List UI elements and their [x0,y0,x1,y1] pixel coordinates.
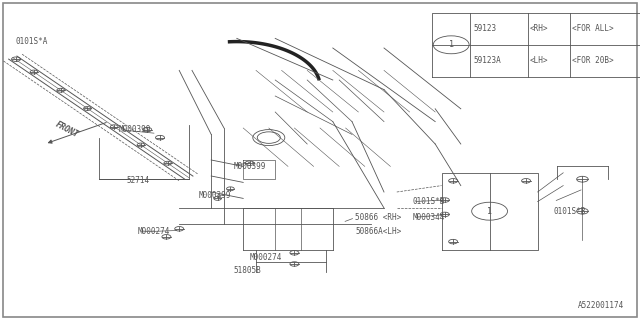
Text: 0101S*A: 0101S*A [16,37,49,46]
Text: <RH>: <RH> [530,24,548,33]
Text: M000399: M000399 [198,191,230,200]
Text: <FOR ALL>: <FOR ALL> [572,24,613,33]
Text: <LH>: <LH> [530,56,548,65]
Text: 50866 <RH>: 50866 <RH> [355,213,401,222]
Text: 1: 1 [487,207,492,216]
Text: 51805B: 51805B [234,266,261,275]
Text: <FOR 20B>: <FOR 20B> [572,56,613,65]
Text: M000274: M000274 [138,228,170,236]
Text: 0101S*B: 0101S*B [413,197,445,206]
Text: 50866A<LH>: 50866A<LH> [355,228,401,236]
Text: 1: 1 [449,40,454,49]
Text: M000399: M000399 [118,125,151,134]
Text: 52714: 52714 [126,176,149,185]
Text: M000274: M000274 [250,253,282,262]
Text: M000399: M000399 [234,162,266,171]
Text: A522001174: A522001174 [578,301,624,310]
Text: FRONT: FRONT [54,120,81,140]
Text: M000344: M000344 [413,213,445,222]
Text: 59123: 59123 [474,24,497,33]
Text: 59123A: 59123A [474,56,501,65]
Text: 0101S*B: 0101S*B [554,207,586,216]
